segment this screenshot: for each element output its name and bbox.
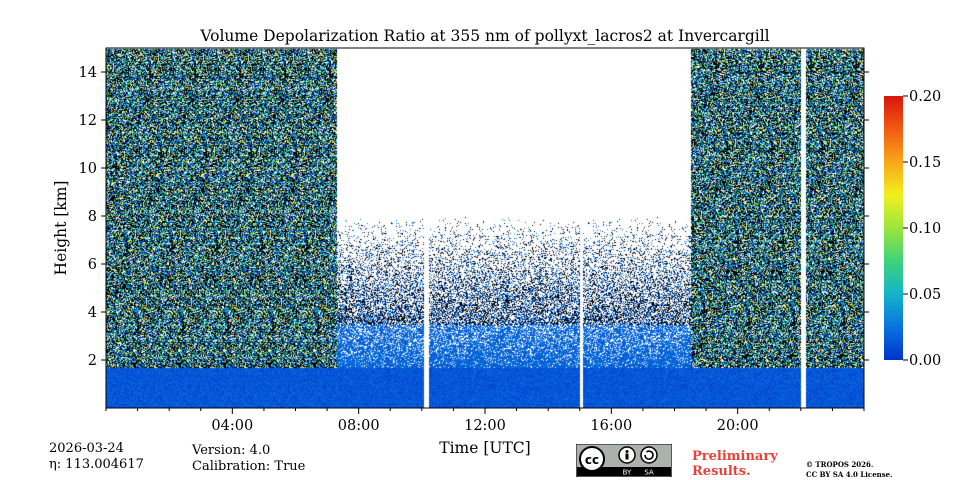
y-axis: 2 4 6 8 10 12 14	[79, 65, 869, 369]
x-axis: 04:00 08:00 12:00 16:00 20:00	[105, 408, 865, 434]
x-tick-label: 04:00	[211, 418, 253, 434]
footer-version-block: Version: 4.0 Calibration: True	[192, 443, 305, 475]
colorbar-axis: 0.00 0.05 0.10 0.15 0.20	[903, 89, 941, 369]
y-tick-label: 4	[88, 305, 97, 321]
y-tick-label: 8	[88, 209, 97, 225]
y-tick-label: 10	[79, 161, 97, 177]
x-tick-label: 16:00	[590, 418, 632, 434]
copyright-note: © TROPOS 2026. CC BY SA 4.0 License.	[806, 460, 893, 480]
version-text: Version: 4.0	[192, 443, 271, 458]
footer-date-block: 2026-03-24 η: 113.004617	[49, 441, 144, 473]
colorbar-tick-label: 0.20	[909, 89, 941, 105]
colorbar-tick-label: 0.15	[909, 155, 941, 171]
heatmap-cells	[106, 48, 864, 408]
colorbar-tick-label: 0.10	[909, 221, 941, 237]
y-tick-label: 6	[88, 257, 97, 273]
cc-badge-by-label: BY	[623, 469, 632, 477]
calibration-text: Calibration: True	[192, 459, 306, 474]
colorbar-tick-label: 0.00	[909, 353, 941, 369]
chart-title: Volume Depolarization Ratio at 355 nm of…	[199, 27, 769, 45]
copyright-line-2: CC BY SA 4.0 License.	[806, 470, 893, 479]
x-tick-label: 20:00	[717, 418, 759, 434]
measurement-date: 2026-03-24	[49, 441, 124, 456]
copyright-line-1: © TROPOS 2026.	[806, 460, 874, 469]
x-axis-label: Time [UTC]	[439, 439, 530, 457]
preliminary-line-1: Preliminary	[692, 449, 778, 464]
y-tick-label: 12	[79, 113, 97, 129]
cc-badge-label: cc	[585, 453, 599, 467]
cc-badge-sa-label: SA	[644, 469, 654, 477]
y-tick-label: 14	[79, 65, 97, 81]
y-axis-label: Height [km]	[52, 181, 70, 276]
x-tick-label: 12:00	[464, 418, 506, 434]
cc-by-sa-icon: cc BY SA	[576, 444, 672, 477]
preliminary-line-2: Results.	[692, 464, 751, 479]
x-tick-label: 08:00	[338, 418, 380, 434]
preliminary-note: Preliminary Results.	[692, 449, 778, 479]
y-tick-label: 2	[88, 353, 97, 369]
eta-value: η: 113.004617	[49, 457, 144, 472]
plot-area	[106, 48, 864, 408]
colorbar	[884, 96, 903, 360]
colorbar-tick-label: 0.05	[909, 287, 941, 303]
